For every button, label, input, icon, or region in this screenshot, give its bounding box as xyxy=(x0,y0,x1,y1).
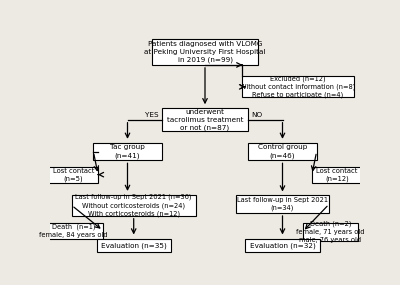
Text: Lost contact
(n=5): Lost contact (n=5) xyxy=(52,168,94,182)
Text: Lost contact
(n=12): Lost contact (n=12) xyxy=(316,168,358,182)
FancyBboxPatch shape xyxy=(72,195,196,216)
Text: Patients diagnosed with VLOMG
at Peking University First Hospital
in 2019 (n=99): Patients diagnosed with VLOMG at Peking … xyxy=(144,41,266,63)
FancyBboxPatch shape xyxy=(162,108,248,131)
FancyBboxPatch shape xyxy=(245,239,320,252)
FancyBboxPatch shape xyxy=(152,38,258,65)
Text: YES: YES xyxy=(145,112,158,118)
FancyBboxPatch shape xyxy=(48,167,98,183)
Text: underwent
tacrolimus treatment
or not (n=87): underwent tacrolimus treatment or not (n… xyxy=(167,109,243,131)
FancyBboxPatch shape xyxy=(44,223,103,239)
FancyBboxPatch shape xyxy=(94,143,162,160)
FancyBboxPatch shape xyxy=(236,196,329,213)
FancyBboxPatch shape xyxy=(312,167,362,183)
Text: Evaluation (n=32): Evaluation (n=32) xyxy=(250,242,315,249)
FancyBboxPatch shape xyxy=(248,143,317,160)
Text: Death (n=2)
female, 71 years old
male, 76 years old: Death (n=2) female, 71 years old male, 7… xyxy=(296,221,365,243)
Text: Excluded (n=12)
Without contact information (n=8)
Refuse to participate (n=4): Excluded (n=12) Without contact informat… xyxy=(240,75,356,98)
Text: Tac group
(n=41): Tac group (n=41) xyxy=(110,144,145,159)
FancyBboxPatch shape xyxy=(242,76,354,97)
Text: Control group
(n=46): Control group (n=46) xyxy=(258,144,307,159)
Text: Death  (n=1)
female, 84 years old: Death (n=1) female, 84 years old xyxy=(39,223,108,238)
Text: Evaluation (n=35): Evaluation (n=35) xyxy=(101,242,166,249)
Text: Last follow-up in Sept 2021
(n=34): Last follow-up in Sept 2021 (n=34) xyxy=(237,197,328,211)
Text: Last follow-up in Sept 2021 (n=36)
Without corticosteroids (n=24)
With corticost: Last follow-up in Sept 2021 (n=36) Witho… xyxy=(76,194,192,217)
FancyBboxPatch shape xyxy=(303,223,358,241)
Text: NO: NO xyxy=(252,112,263,118)
FancyBboxPatch shape xyxy=(96,239,171,252)
